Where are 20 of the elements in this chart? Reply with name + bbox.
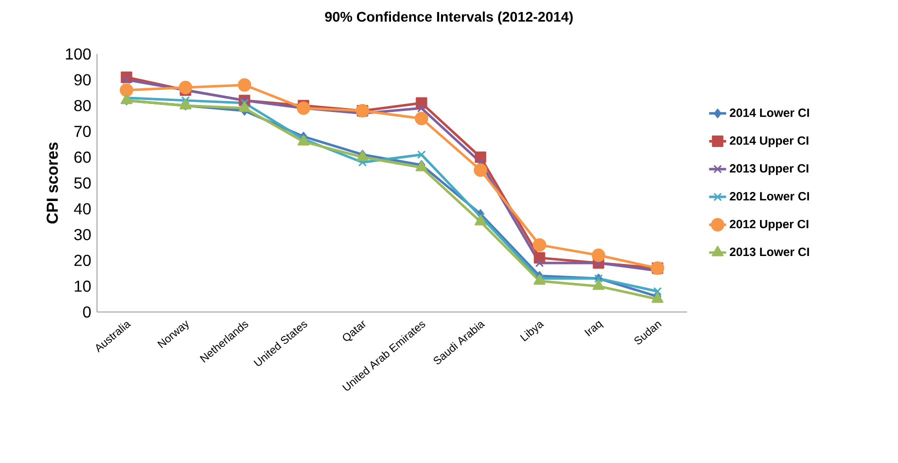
y-tick-label: 50 (74, 177, 91, 189)
legend-label: 2012 Upper CI (730, 220, 808, 231)
y-tick-label: 0 (83, 306, 91, 318)
y-tick-label: 60 (74, 152, 91, 163)
legend-label: 2013 Lower CI (730, 248, 809, 256)
legend-label: 2014 Upper CI (730, 136, 808, 148)
y-tick-label: 90 (74, 74, 91, 86)
legend-label: 2013 Upper CI (730, 164, 808, 175)
y-tick-label: 100 (66, 48, 91, 60)
y-tick-label: 40 (74, 203, 91, 214)
chart-title: 90% Confidence Intervals (2012-2014) (325, 11, 573, 24)
y-tick-label: 80 (74, 100, 91, 112)
x-tick-label: Iraq (584, 320, 604, 336)
y-tick-label: 70 (74, 126, 91, 138)
legend-label: 2014 Lower CI (730, 108, 809, 117)
y-tick-label: 30 (74, 228, 91, 240)
y-tick-label: 20 (74, 254, 91, 266)
y-tick-label: 10 (74, 280, 91, 292)
y-axis-title: CPI scores (46, 142, 58, 224)
legend-label: 2012 Lower CI (730, 192, 809, 200)
